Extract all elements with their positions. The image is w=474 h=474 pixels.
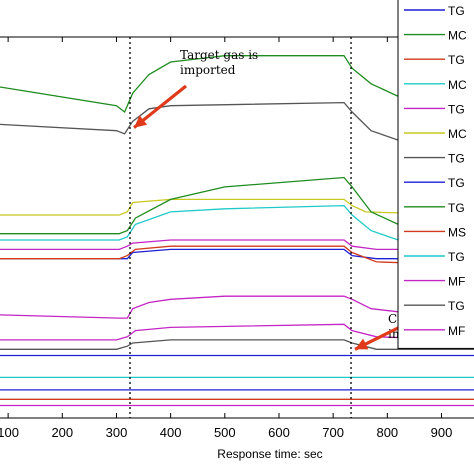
- series-line-12: [0, 239, 474, 251]
- axes-layer: 100 200 300 400 500 600 700 800 900: [0, 36, 474, 440]
- legend-label-8: TG: [448, 176, 465, 190]
- x-tick-label-500: 500: [214, 425, 236, 440]
- legend-label-11: TG: [448, 250, 465, 264]
- legend: TG MC TG MC TG MC TG TG TG MS TG MF TG MF: [397, 0, 474, 349]
- legend-item-1: TG: [404, 4, 465, 18]
- legend-label-13: TG: [448, 299, 465, 313]
- vline-layer: [129, 37, 352, 418]
- legend-label-1: TG: [448, 4, 465, 18]
- legend-item-4: MC: [404, 78, 467, 92]
- legend-item-7: TG: [404, 152, 465, 166]
- legend-label-3: TG: [448, 53, 465, 67]
- legend-item-6: MC: [404, 127, 467, 141]
- legend-item-13: TG: [404, 299, 465, 313]
- legend-item-3: TG: [404, 53, 465, 67]
- annotation-arrowhead-1: [134, 115, 148, 128]
- legend-label-4: MC: [448, 78, 467, 92]
- annotation-text-1-2: imported: [180, 63, 236, 77]
- series-line-16: [0, 323, 474, 341]
- legend-item-5: TG: [404, 102, 465, 116]
- legend-label-6: MC: [448, 127, 467, 141]
- x-axis-label: Response time: sec: [217, 447, 322, 461]
- series-line-15: [0, 339, 474, 350]
- legend-item-12: MF: [404, 275, 465, 289]
- x-tick-label-300: 300: [106, 425, 128, 440]
- x-tick-label-700: 700: [322, 425, 344, 440]
- series-line-11: [0, 204, 474, 244]
- series-line-7: [0, 101, 474, 144]
- x-tick-label-400: 400: [160, 425, 182, 440]
- legend-label-14: MF: [448, 324, 465, 338]
- x-tick-label-800: 800: [376, 425, 398, 440]
- legend-label-12: MF: [448, 275, 465, 289]
- x-tick-label-100: 100: [0, 425, 19, 440]
- x-tick-label-900: 900: [431, 425, 453, 440]
- series-line-8: [0, 248, 474, 260]
- legend-label-5: TG: [448, 102, 465, 116]
- x-tick-label-600: 600: [268, 425, 290, 440]
- legend-label-7: TG: [448, 152, 465, 166]
- legend-item-2: MC: [404, 29, 467, 43]
- annotation-arrowhead-2: [355, 338, 369, 350]
- series-line-5: [0, 295, 474, 319]
- legend-item-8: TG: [404, 176, 465, 190]
- series-line-2: [0, 55, 474, 114]
- series-line-10: [0, 245, 474, 266]
- legend-item-9: TG: [404, 201, 465, 215]
- annotation-text-1-1: Target gas is: [180, 48, 258, 62]
- legend-label-9: TG: [448, 201, 465, 215]
- series-layer: [0, 55, 474, 407]
- legend-label-10: MS: [448, 225, 466, 239]
- series-line-9: [0, 176, 474, 235]
- x-tick-label-200: 200: [51, 425, 73, 440]
- legend-item-14: MF: [404, 324, 465, 338]
- legend-item-11: TG: [404, 250, 465, 264]
- legend-label-2: MC: [448, 29, 467, 43]
- legend-box: [397, 0, 474, 349]
- legend-item-10: MS: [404, 225, 466, 239]
